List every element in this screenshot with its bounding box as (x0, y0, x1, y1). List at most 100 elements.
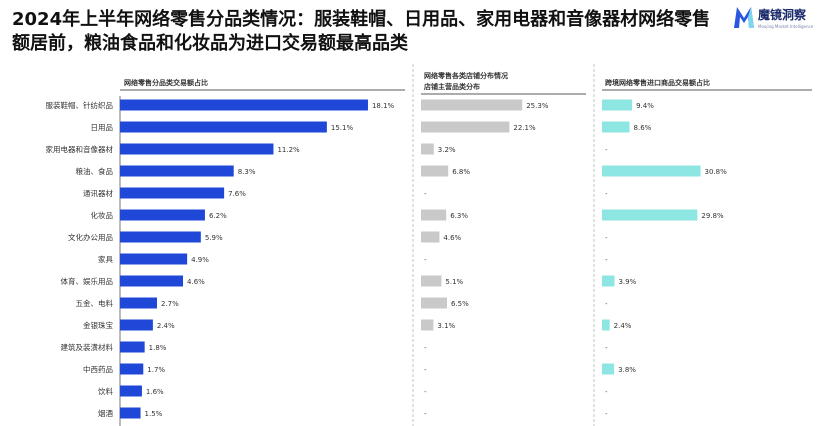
page-title: 2024年上半年网络零售分品类情况：服装鞋帽、日用品、家用电器和音像器材网络零售… (12, 9, 711, 54)
sales-share-value-label: 1.7% (147, 366, 165, 374)
sales-share-value-label: 4.6% (187, 278, 205, 286)
empty-value-label: - (605, 146, 608, 154)
crossborder-share-bar (602, 165, 701, 177)
empty-value-label: - (605, 344, 608, 352)
brand-name: 魔镜洞察 (758, 8, 807, 22)
category-label: 服装鞋帽、针纺织品 (46, 100, 114, 110)
panel-title-sales-share: 网络零售分品类交易额占比 (124, 78, 208, 87)
brand-logo-icon (734, 7, 754, 28)
sales-share-bar (120, 297, 157, 309)
panel-title-store-share: 店铺主营品类分布 (424, 82, 480, 91)
store-share-bar (421, 121, 510, 133)
category-label: 粮油、食品 (76, 166, 114, 176)
crossborder-share-value-label: 9.4% (636, 102, 654, 110)
sales-share-bar (120, 407, 141, 419)
store-share-bar (421, 165, 449, 177)
empty-value-label: - (605, 388, 608, 396)
sales-share-bar (120, 341, 145, 353)
store-share-value-label: 3.2% (438, 146, 456, 154)
store-share-value-label: 25.3% (526, 102, 549, 110)
empty-value-label: - (424, 190, 427, 198)
sales-share-value-label: 6.2% (209, 212, 227, 220)
category-label: 烟酒 (98, 409, 113, 418)
sales-share-bar (120, 231, 201, 243)
empty-value-label: - (424, 388, 427, 396)
sales-share-bar (120, 253, 188, 265)
crossborder-share-value-label: 29.8% (701, 212, 724, 220)
store-share-value-label: 5.1% (445, 278, 463, 286)
sales-share-value-label: 8.3% (238, 168, 256, 176)
empty-value-label: - (605, 256, 608, 264)
empty-value-label: - (605, 190, 608, 198)
store-share-bar (421, 209, 447, 221)
sales-share-bar (120, 319, 153, 331)
store-share-value-label: 22.1% (513, 124, 536, 132)
category-label: 家具 (98, 254, 113, 264)
category-label: 体育、娱乐用品 (61, 276, 114, 286)
crossborder-share-bar (602, 121, 630, 133)
category-label: 金银珠宝 (83, 320, 113, 330)
store-share-value-label: 6.3% (450, 212, 468, 220)
crossborder-share-bar (602, 275, 615, 287)
store-share-value-label: 6.5% (451, 300, 469, 308)
category-label: 日用品 (91, 123, 114, 132)
category-label: 化妆品 (91, 210, 114, 220)
category-label: 通讯器材 (83, 188, 113, 198)
store-share-bar (421, 143, 434, 155)
store-share-bar (421, 275, 442, 287)
store-share-value-label: 3.1% (437, 322, 455, 330)
category-label: 中西药品 (83, 364, 113, 374)
crossborder-share-bar (602, 99, 633, 111)
sales-share-bar (120, 275, 184, 287)
sales-share-bar (120, 121, 327, 133)
empty-value-label: - (424, 256, 427, 264)
crossborder-share-value-label: 2.4% (614, 322, 632, 330)
sales-share-value-label: 15.1% (331, 124, 354, 132)
sales-share-value-label: 7.6% (228, 190, 246, 198)
crossborder-share-bar (602, 209, 698, 221)
brand-logo: 魔镜洞察 Moojing Market Intelligence (732, 4, 816, 40)
panel-title-store-share: 网络零售各类店铺分布情况 (424, 71, 508, 80)
panel-title-crossborder-share: 跨境网络零售进口商品交易额占比 (605, 78, 710, 87)
sales-share-value-label: 2.7% (161, 300, 179, 308)
sales-share-value-label: 1.6% (146, 388, 164, 396)
store-share-bar (421, 297, 447, 309)
sales-share-bar (120, 209, 205, 221)
sales-share-value-label: 4.9% (191, 256, 209, 264)
category-label: 饮料 (98, 386, 113, 396)
sales-share-value-label: 2.4% (157, 322, 175, 330)
crossborder-share-value-label: 3.9% (618, 278, 636, 286)
store-share-bar (421, 319, 434, 331)
sales-share-bar (120, 99, 368, 111)
sales-share-value-label: 1.8% (149, 344, 167, 352)
category-label: 五金、电料 (76, 298, 114, 308)
store-share-bar (421, 99, 523, 111)
sales-share-bar (120, 187, 225, 199)
category-label: 家用电器和音像器材 (46, 144, 114, 154)
sales-share-bar (120, 363, 144, 375)
crossborder-share-value-label: 3.8% (618, 366, 636, 374)
crossborder-share-bar (602, 319, 610, 331)
category-label: 文化办公用品 (68, 232, 113, 242)
crossborder-share-value-label: 8.6% (634, 124, 652, 132)
store-share-bar (421, 231, 440, 243)
sales-share-bar (120, 143, 274, 155)
empty-value-label: - (605, 234, 608, 242)
sales-share-value-label: 1.5% (145, 410, 163, 418)
sales-share-value-label: 11.2% (277, 146, 300, 154)
sales-share-bar (120, 385, 142, 397)
sales-share-bar (120, 165, 234, 177)
store-share-value-label: 6.8% (452, 168, 470, 176)
empty-value-label: - (424, 366, 427, 374)
crossborder-share-value-label: 30.8% (705, 168, 728, 176)
crossborder-share-bar (602, 363, 615, 375)
empty-value-label: - (424, 410, 427, 418)
sales-share-value-label: 5.9% (205, 234, 223, 242)
empty-value-label: - (424, 344, 427, 352)
store-share-value-label: 4.6% (443, 234, 461, 242)
category-label: 建筑及装潢材料 (61, 342, 114, 352)
brand-tagline: Moojing Market Intelligence (758, 24, 814, 29)
empty-value-label: - (605, 300, 608, 308)
sales-share-value-label: 18.1% (372, 102, 395, 110)
